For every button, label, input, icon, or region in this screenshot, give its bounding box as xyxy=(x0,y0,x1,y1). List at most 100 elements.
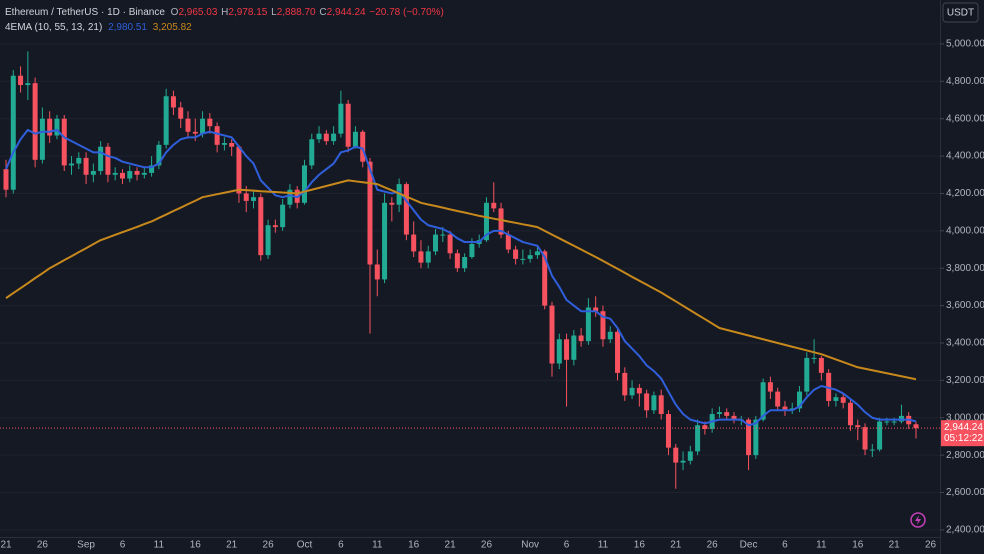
ohlc-value: 2,944.24 xyxy=(327,7,366,18)
candle-body xyxy=(884,421,890,423)
candle-body xyxy=(323,133,329,142)
candle-body xyxy=(287,189,293,205)
candle-body xyxy=(775,391,781,407)
candle-body xyxy=(607,331,613,340)
candle-body xyxy=(316,133,322,140)
ohlc-value: 2,888.70 xyxy=(277,7,316,18)
candle-body xyxy=(98,146,104,172)
x-tick-label: Dec xyxy=(740,540,758,551)
ohlc-value: 2,978.15 xyxy=(228,7,267,18)
candle-body xyxy=(716,412,722,415)
candle-body xyxy=(877,421,883,450)
y-tick-label: 2,600.00 xyxy=(946,487,984,498)
candle-body xyxy=(665,414,671,448)
candle-body xyxy=(3,169,9,190)
candle-body xyxy=(556,339,562,364)
candle-body xyxy=(134,171,140,175)
candle-body xyxy=(658,395,664,415)
countdown: 05:12:22 xyxy=(944,433,983,444)
candle-body xyxy=(141,172,147,175)
button-label[interactable]: USDT xyxy=(947,8,974,19)
ema-line xyxy=(5,128,917,427)
candle-body xyxy=(18,75,24,86)
x-tick-label: 21 xyxy=(889,540,901,551)
candle-body xyxy=(192,131,198,134)
candle-body xyxy=(170,96,176,108)
candle-body xyxy=(163,96,169,145)
candle-body xyxy=(54,118,60,136)
candle-body xyxy=(127,171,133,179)
x-tick-label: 6 xyxy=(120,540,126,551)
candle-body xyxy=(200,118,206,134)
candle-body xyxy=(221,142,227,145)
y-tick-label: 3,600.00 xyxy=(946,300,984,311)
candle-body xyxy=(585,307,591,342)
x-tick-label: 26 xyxy=(925,540,937,551)
alert-icon[interactable] xyxy=(910,512,926,528)
y-tick-label: 5,000.00 xyxy=(946,39,984,50)
symbol: Ethereum / TetherUS · 1D · Binance xyxy=(5,7,165,18)
currency-button[interactable]: USDT xyxy=(942,2,979,23)
candle-body xyxy=(622,372,628,396)
last-price-tag xyxy=(941,420,984,447)
candle-body xyxy=(425,251,431,263)
candle-body xyxy=(600,311,606,340)
x-tick-label: 26 xyxy=(707,540,719,551)
x-tick-label: 26 xyxy=(37,540,49,551)
candle-body xyxy=(374,264,380,280)
indicator-row: 4EMA (10, 55, 13, 21) 2,980.51 3,205.82 xyxy=(5,22,192,33)
candle-body xyxy=(367,161,373,265)
ohlc-key: L xyxy=(271,7,277,18)
y-tick-label: 4,800.00 xyxy=(946,76,984,87)
y-tick-label: 3,800.00 xyxy=(946,263,984,274)
candle-body xyxy=(39,118,45,160)
icon-ring[interactable] xyxy=(910,512,926,528)
candle-body xyxy=(513,249,519,259)
y-tick-label: 2,400.00 xyxy=(946,525,984,536)
candle-body xyxy=(680,460,686,463)
candle-body xyxy=(47,118,53,136)
ohlc-key: O xyxy=(171,7,179,18)
icon-bolt[interactable] xyxy=(915,515,921,525)
candle-body xyxy=(804,357,810,392)
indicator-value: 2,980.51 xyxy=(108,22,147,33)
x-tick-label: 11 xyxy=(816,540,827,551)
indicator-title: 4EMA (10, 55, 13, 21) xyxy=(5,22,102,33)
candle-body xyxy=(185,118,191,132)
candle-body xyxy=(389,202,395,205)
candle-body xyxy=(571,335,577,360)
candle-body xyxy=(797,391,803,409)
x-tick-label: 21 xyxy=(670,540,682,551)
x-tick-label: 6 xyxy=(564,540,570,551)
x-tick-label: 16 xyxy=(852,540,864,551)
candle-body xyxy=(818,357,824,373)
y-tick-label: 2,800.00 xyxy=(946,450,984,461)
y-tick-label: 4,200.00 xyxy=(946,188,984,199)
candle-body xyxy=(178,107,184,119)
candle-body xyxy=(345,103,351,147)
x-tick-label: Sep xyxy=(77,540,95,551)
candle-body xyxy=(578,335,584,342)
candle-body xyxy=(542,251,548,306)
candle-body xyxy=(301,165,307,203)
candle-body xyxy=(251,197,257,201)
candle-body xyxy=(105,146,111,175)
candle-body xyxy=(724,412,730,416)
candle-body xyxy=(411,234,417,252)
x-tick-label: Nov xyxy=(521,540,539,551)
candle-body xyxy=(149,165,155,173)
candle-body xyxy=(83,157,89,175)
candle-body xyxy=(615,331,621,373)
x-tick-label: 16 xyxy=(634,540,646,551)
candle-body xyxy=(549,305,555,364)
button-frame[interactable] xyxy=(942,2,979,23)
candle-body xyxy=(760,382,766,420)
candle-body xyxy=(76,157,82,164)
candle-body xyxy=(811,357,817,359)
candle-body xyxy=(360,131,366,162)
candle-body xyxy=(702,425,708,429)
candle-body xyxy=(651,395,657,411)
